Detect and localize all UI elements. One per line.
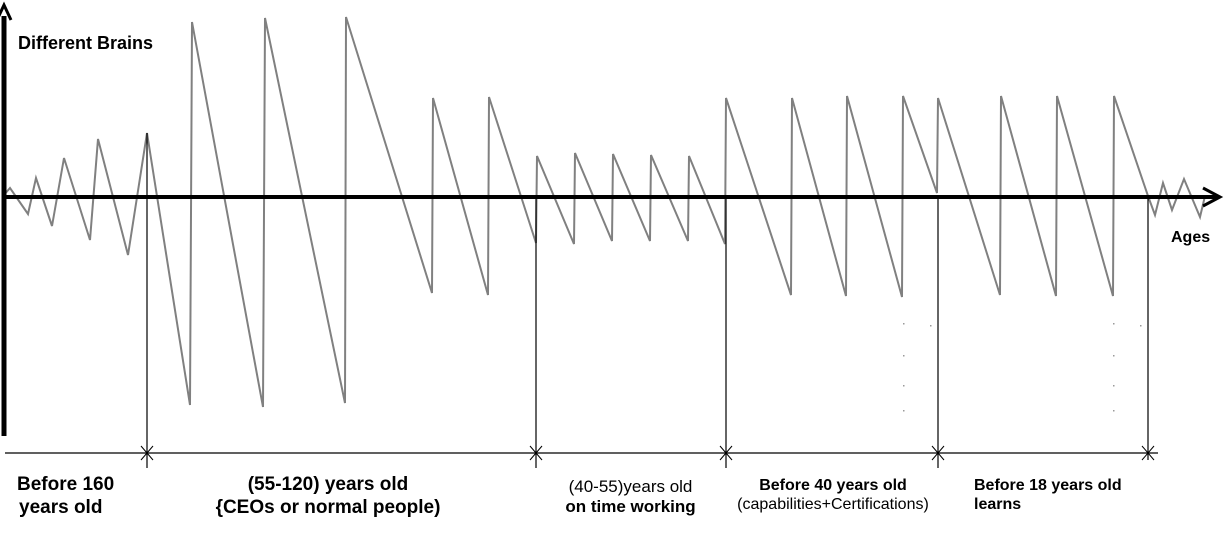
segment-label-55-120: (55-120) years old {CEOs or normal peopl… bbox=[196, 474, 460, 520]
x-axis-arrow-icon bbox=[1202, 186, 1224, 208]
brain-wave-line bbox=[2, 16, 1206, 408]
segment-dividers bbox=[146, 133, 1149, 468]
segment-label-before-160: Before 160 years old bbox=[17, 474, 114, 520]
y-axis-arrow-icon bbox=[0, 1, 13, 21]
segment-label-line: (40-55)years old bbox=[568, 477, 693, 496]
segment-label-line: on time working bbox=[565, 497, 696, 517]
faint-dots bbox=[903, 323, 1142, 412]
segment-label-line: (55-120) years old bbox=[247, 474, 409, 495]
segment-label-before-40: Before 40 years old (capabilities+Certif… bbox=[730, 476, 936, 514]
segment-label-line: {CEOs or normal people) bbox=[215, 496, 441, 518]
segment-label-40-55: (40-55)years old on time working bbox=[548, 477, 713, 518]
bracket-ticks bbox=[140, 445, 1155, 461]
segment-label-line: Before 40 years old bbox=[759, 477, 907, 494]
segment-label-line: Before 160 bbox=[17, 474, 115, 495]
segment-label-line: Before 18 years old bbox=[974, 477, 1122, 494]
segment-label-before-18: Before 18 years old learns bbox=[974, 476, 1122, 514]
y-axis-label: Different Brains bbox=[18, 33, 154, 53]
segment-label-line: learns bbox=[974, 496, 1022, 514]
segment-label-line: (capabilities+Certifications) bbox=[737, 496, 929, 514]
x-axis-label: Ages bbox=[1171, 229, 1211, 246]
segment-label-line: years old bbox=[19, 496, 103, 518]
